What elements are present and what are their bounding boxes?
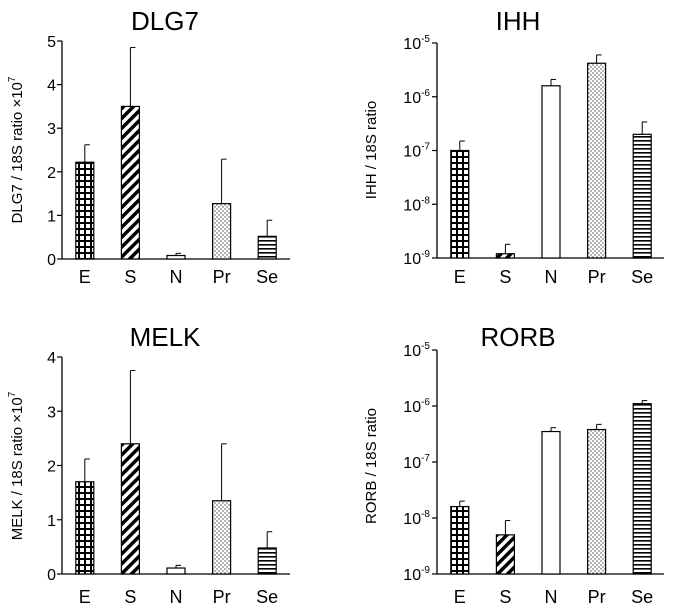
y-tick-labels: 0 1 2 3 4 5 [47,34,56,269]
bar-n [541,430,561,575]
y-tick-label: 4 [47,78,56,95]
bar-se [632,403,652,575]
y-tick-label: 0 [47,567,56,584]
x-category-label: N [545,267,558,287]
bar-pr [586,428,607,575]
y-axis-label: IHH / 18S ratio [363,101,380,199]
x-category-label: Se [256,267,278,287]
x-category-label: E [79,267,91,287]
x-category-label: S [124,587,136,607]
bar-n [541,85,561,259]
y-tick-labels: 10-9 10-8 10-7 10-6 10-5 [403,34,430,268]
y-tick-label: 10-5 [403,341,430,360]
y-tick-label: 10-7 [403,142,430,161]
y-tick-label: 5 [47,34,56,51]
chart-title: IHH [496,6,541,36]
y-tick-labels: 10-9 10-8 10-7 10-6 10-5 [403,341,430,584]
x-category-label: Se [631,267,653,287]
y-tick-label: 10-5 [403,34,430,53]
bar-pr [212,500,232,575]
bar-s [120,105,141,260]
x-category-label: S [499,267,511,287]
bar-e [450,149,470,259]
bar-s [495,253,515,259]
x-category-label: N [545,587,558,607]
bar-n [166,567,186,575]
x-category-label: Pr [588,587,606,607]
x-category-label: Pr [213,267,231,287]
bar-se [257,235,277,260]
y-axis-label: MELK / 18S ratio ×107 [7,391,26,540]
x-category-labels: E S N Pr Se [454,267,653,287]
x-category-label: Pr [588,267,606,287]
bar-s [120,443,141,575]
y-axis-label: DLG7 / 18S ratio ×107 [7,76,26,223]
x-category-labels: E S N Pr Se [79,587,278,607]
y-tick-label: 10-8 [403,195,430,214]
bar-e [450,505,470,575]
y-tick-label: 0 [47,252,56,269]
y-tick-label: 10-8 [403,509,430,528]
y-tick-label: 1 [47,208,56,225]
bar-n [166,254,186,260]
panel-melk: MELK MELK / 18S ratio ×107 0 1 2 3 4 E S… [7,322,290,607]
bar-e [75,481,95,575]
chart-title: MELK [130,322,201,352]
x-category-label: E [454,267,466,287]
y-tick-label: 3 [47,404,56,421]
bar-pr [212,203,232,260]
x-category-label: Pr [213,587,231,607]
bar-pr [586,62,607,259]
bar-se [632,133,652,259]
y-tick-label: 4 [47,350,56,367]
chart-title: DLG7 [131,6,199,36]
y-tick-label: 3 [47,121,56,138]
bar-se [257,547,277,575]
y-tick-label: 10-7 [403,453,430,472]
x-category-labels: E S N Pr Se [454,587,653,607]
x-category-label: S [124,267,136,287]
x-category-label: Se [256,587,278,607]
x-category-label: N [170,587,183,607]
bar-e [75,161,95,260]
y-tick-label: 1 [47,513,56,530]
chart-title: RORB [480,322,555,352]
y-axis-label: RORB / 18S ratio [363,408,380,524]
panel-ihh: IHH IHH / 18S ratio 10-9 10-8 10-7 10-6 … [363,6,664,287]
y-tick-labels: 0 1 2 3 4 [47,350,56,584]
x-category-label: E [454,587,466,607]
plot-area [57,356,290,575]
y-tick-label: 2 [47,165,56,182]
y-tick-label: 10-9 [403,249,430,268]
bar-s [495,534,515,575]
plot-area [432,42,664,259]
panel-dlg7: DLG7 DLG7 / 18S ratio ×107 0 1 2 3 4 5 E… [7,6,290,287]
plot-area [432,349,664,575]
y-tick-label: 2 [47,459,56,476]
y-tick-label: 10-6 [403,88,430,107]
x-category-label: Se [631,587,653,607]
y-tick-label: 10-9 [403,565,430,584]
x-category-label: E [79,587,91,607]
y-tick-label: 10-6 [403,397,430,416]
x-category-label: S [499,587,511,607]
plot-area [57,40,290,260]
x-category-labels: E S N Pr Se [79,267,278,287]
panel-rorb: RORB RORB / 18S ratio 10-9 10-8 10-7 10-… [363,322,664,607]
x-category-label: N [170,267,183,287]
